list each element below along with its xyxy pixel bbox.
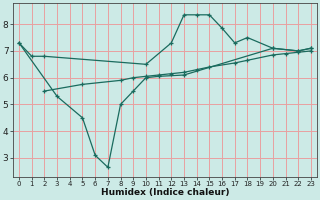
- X-axis label: Humidex (Indice chaleur): Humidex (Indice chaleur): [101, 188, 229, 197]
